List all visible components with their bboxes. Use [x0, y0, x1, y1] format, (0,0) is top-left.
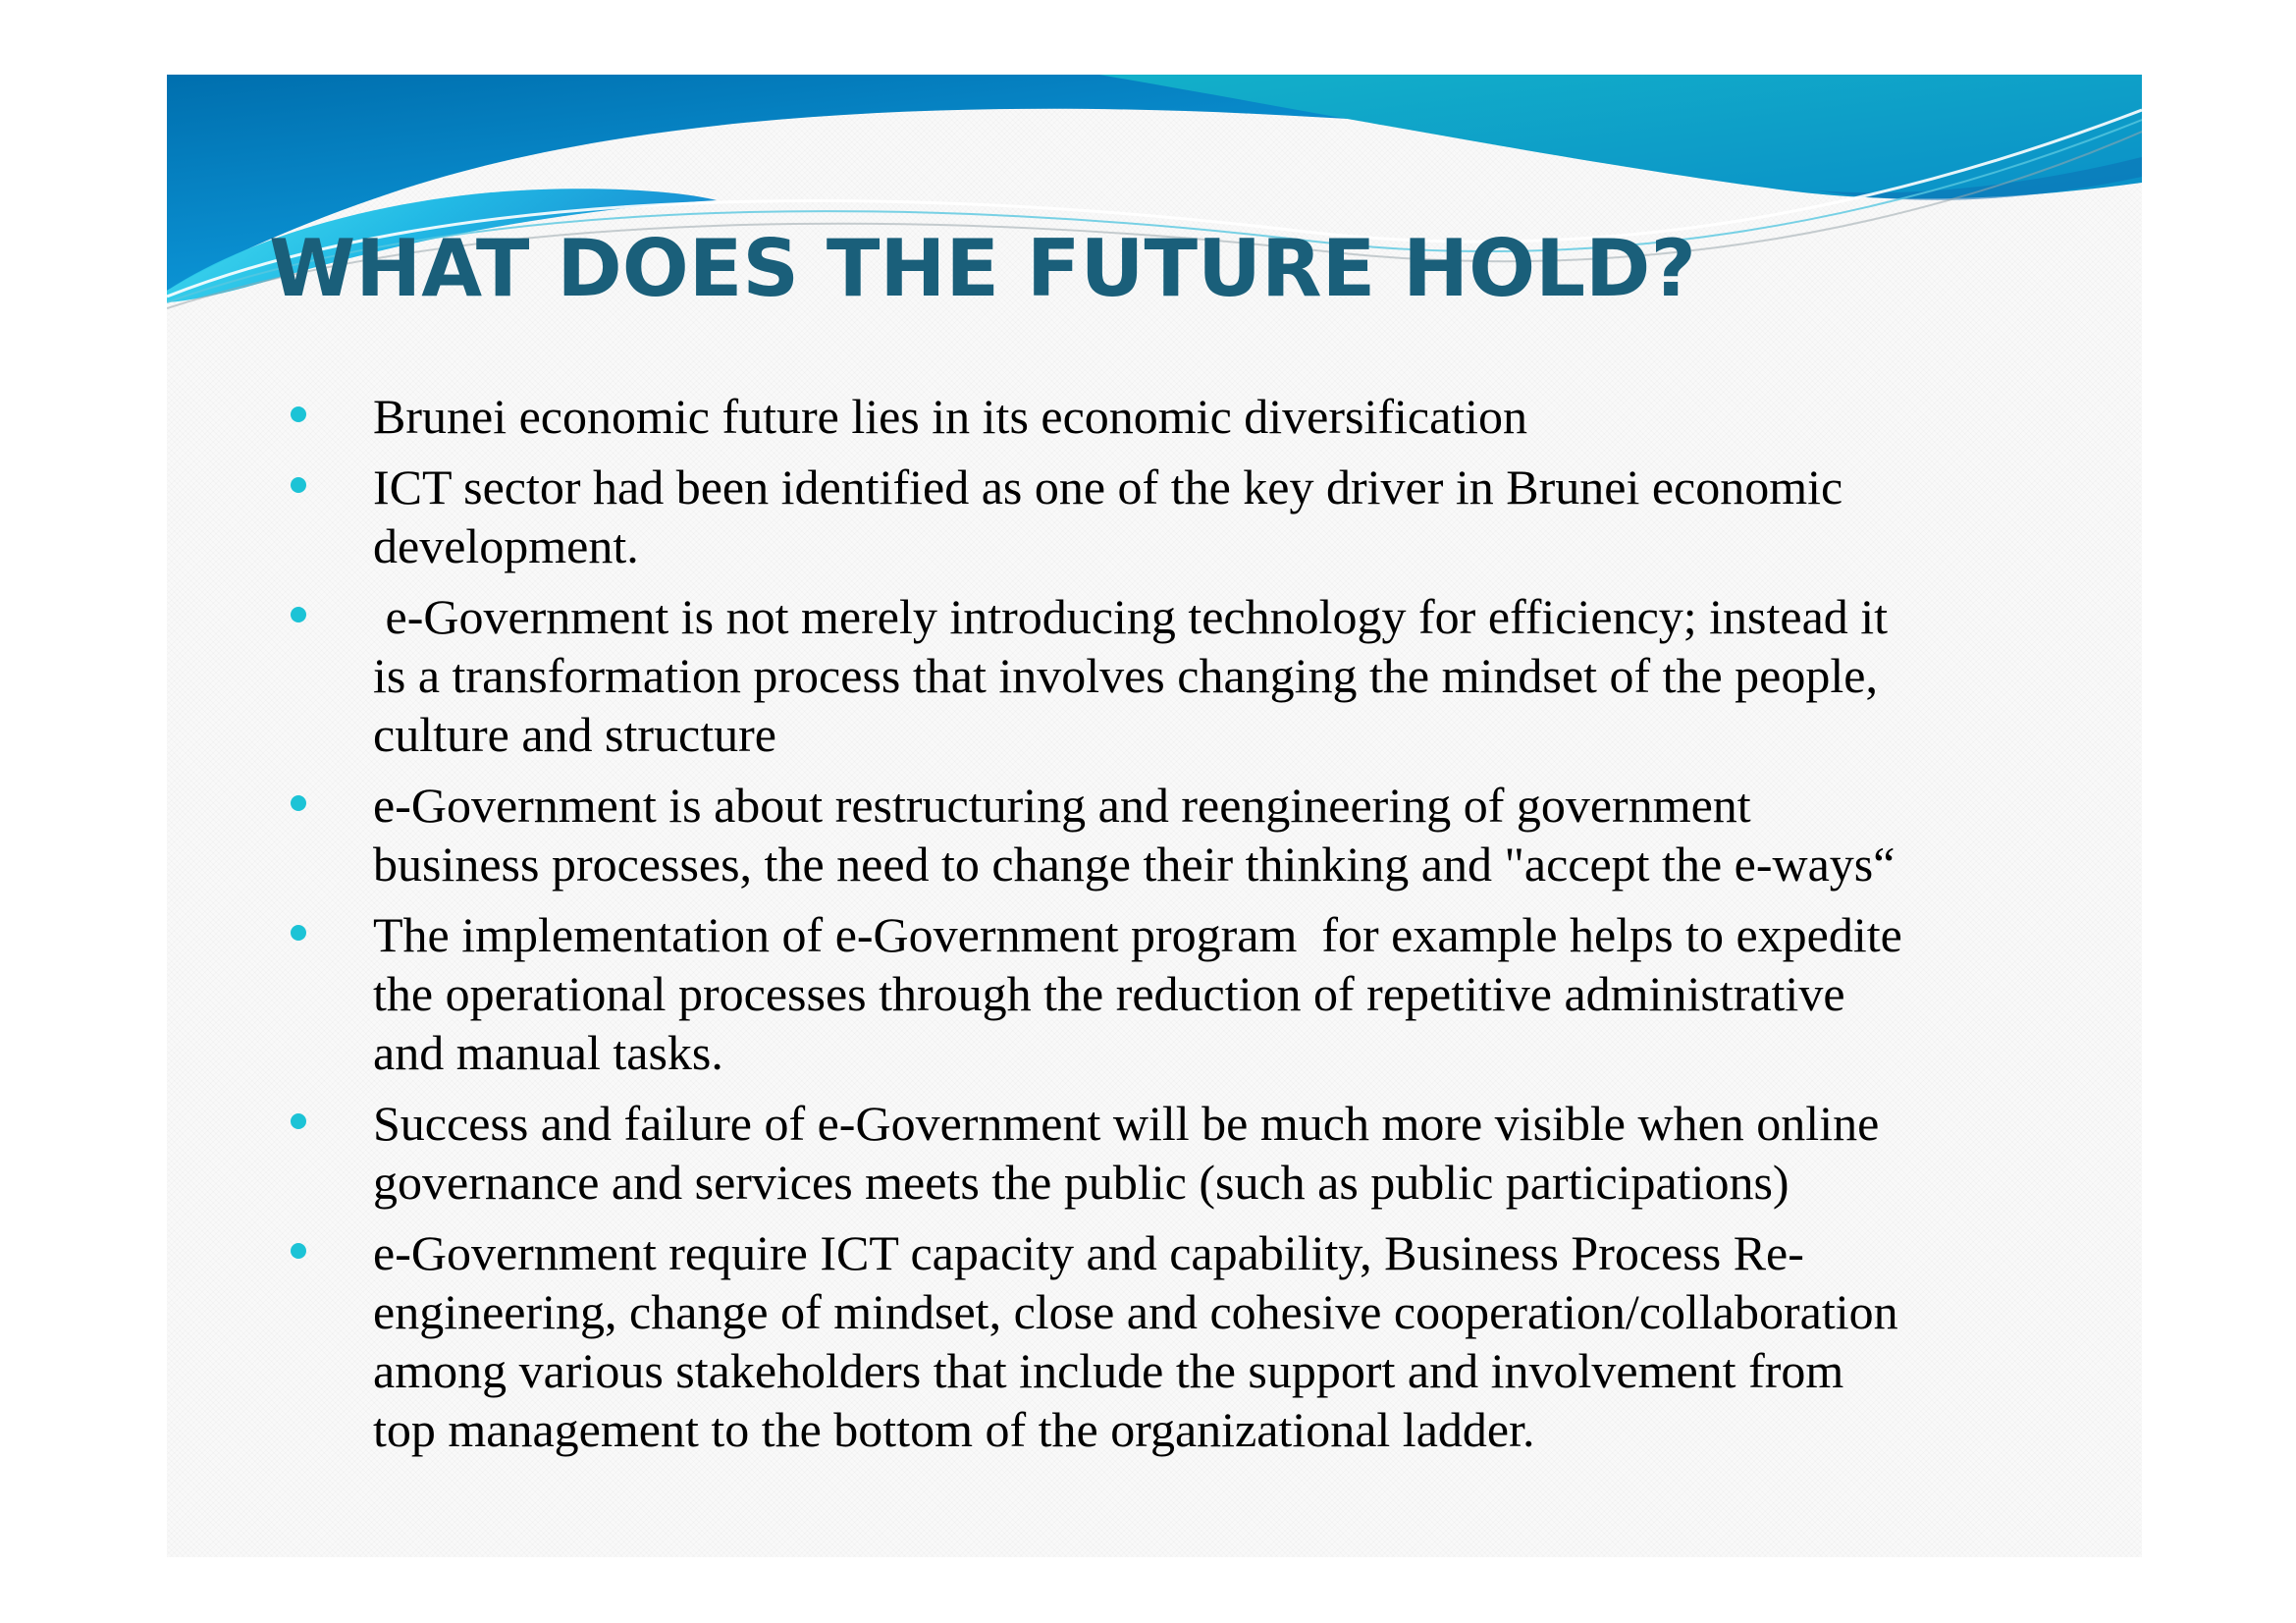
bullet-text: e-Government is about restructuring and … — [373, 778, 1896, 892]
filled-circle-bullet — [291, 1113, 306, 1129]
filled-circle-bullet — [291, 1243, 306, 1259]
filled-circle-bullet — [291, 925, 306, 941]
wave-banner — [167, 75, 2142, 309]
filled-circle-bullet — [291, 477, 306, 493]
bullet-list: Brunei economic future lies in its econo… — [167, 75, 2142, 1557]
slide-title: WHAT DOES THE FUTURE HOLD? — [269, 223, 1696, 314]
bullet-text: e-Government is not merely introducing t… — [373, 589, 1889, 762]
slide: WHAT DOES THE FUTURE HOLD? Brunei econom… — [167, 75, 2142, 1557]
filled-circle-bullet — [291, 795, 306, 811]
filled-circle-bullet — [291, 406, 306, 422]
bullet-text: ICT sector had been identified as one of… — [373, 460, 1843, 573]
bullet-text: Success and failure of e-Government will… — [373, 1096, 1880, 1210]
filled-circle-bullet — [291, 607, 306, 622]
bullet-text: The implementation of e-Government progr… — [373, 907, 1902, 1080]
bullet-text: Brunei economic future lies in its econo… — [373, 389, 1528, 444]
bullet-text: e-Government require ICT capacity and ca… — [373, 1225, 1898, 1457]
